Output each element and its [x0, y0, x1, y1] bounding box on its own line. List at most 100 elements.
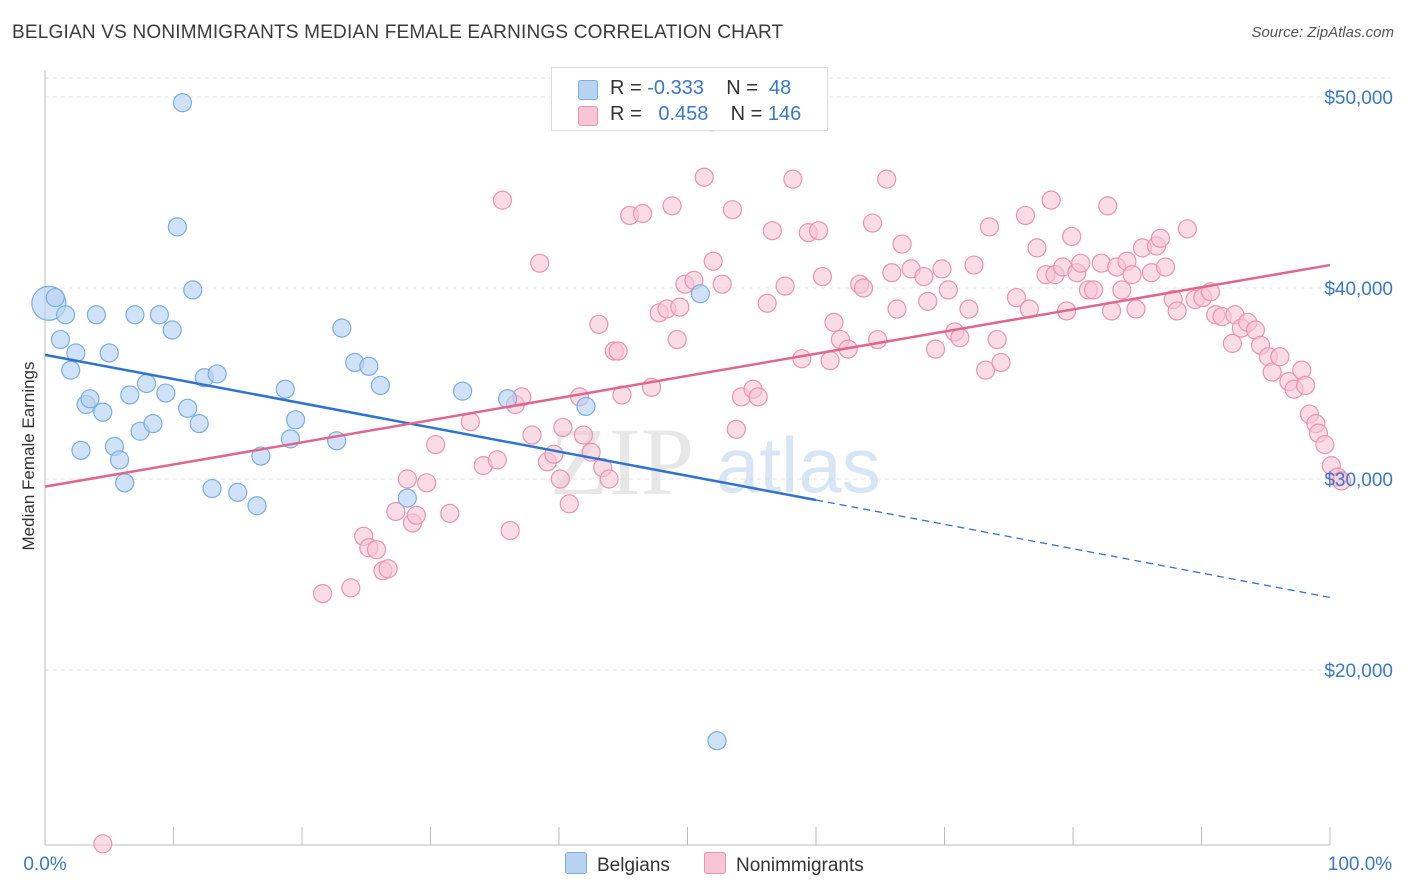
nonimmigrants-point [1062, 226, 1082, 247]
belgians-point [50, 329, 71, 350]
belgians-point [275, 379, 295, 399]
nonimmigrants-n-value: 146 [767, 103, 802, 125]
legend-row-nonimmigrants: R = 0.458 N = 146 [552, 102, 827, 128]
nonimmigrants-point [378, 559, 398, 579]
nonimmigrants-point [792, 349, 812, 369]
belgians-point [189, 414, 209, 434]
nonimmigrants-point [487, 450, 507, 470]
belgians-point [125, 305, 145, 325]
series-legend-nonimmigrants[interactable]: Nonimmigrants [704, 852, 864, 877]
nonimmigrants-point [991, 352, 1011, 373]
nonimmigrants-point [820, 350, 840, 371]
trend-lines [44, 263, 1331, 599]
nonimmigrants-point [918, 291, 938, 311]
belgians-point [202, 478, 222, 499]
belgians-r-value: -0.333 [647, 77, 704, 99]
nonimmigrants-point [417, 473, 437, 493]
belgians-point [707, 731, 727, 751]
nonimmigrants-point [1150, 228, 1170, 248]
nonimmigrants-point [976, 360, 996, 380]
r-label: R = [610, 77, 642, 99]
belgians-point [370, 375, 390, 396]
belgians-point [332, 318, 352, 338]
belgians-point [172, 93, 193, 113]
nonimmigrants-point [868, 329, 888, 350]
belgians-point [45, 287, 65, 308]
nonimmigrants-point [550, 469, 570, 489]
belgians-point [162, 320, 182, 340]
nonimmigrants-point [522, 425, 542, 445]
nonimmigrants-point [500, 520, 520, 541]
nonimmigrants-point [882, 263, 902, 283]
nonimmigrants-point [544, 444, 564, 464]
nonimmigrants-point [1126, 299, 1146, 319]
nonimmigrants-point [964, 255, 984, 275]
nonimmigrants-point [783, 169, 803, 189]
nonimmigrants-point [1083, 280, 1104, 300]
nonimmigrants-point [492, 190, 513, 210]
belgians-point [167, 217, 187, 237]
nonimmigrants-point [1112, 280, 1132, 300]
axes [44, 70, 1331, 846]
nonimmigrants-point [950, 328, 970, 348]
belgians-point [71, 440, 91, 460]
nonimmigrants-point [1167, 301, 1187, 321]
nonimmigrants-point [553, 417, 573, 438]
belgians-point [285, 410, 306, 430]
nonimmigrants-point [1122, 265, 1142, 285]
nonimmigrants-point [1041, 190, 1061, 210]
nonimmigrants-point [608, 341, 628, 361]
nonimmigrants-point [1315, 435, 1335, 455]
nonimmigrants-point [808, 221, 829, 241]
belgians-point [61, 360, 81, 380]
series-legend-belgians[interactable]: Belgians [565, 852, 670, 877]
nonimmigrants-point [862, 213, 883, 233]
nonimmigrants-point [632, 203, 653, 224]
nonimmigrants-legend-swatch [704, 852, 726, 874]
belgians-point [247, 496, 267, 516]
belgians-point [143, 414, 163, 434]
belgians-point [99, 343, 119, 363]
n-label: N = [730, 103, 763, 125]
belgians-point [115, 473, 135, 493]
nonimmigrants-point [748, 387, 768, 407]
nonimmigrants-point [93, 834, 113, 854]
nonimmigrants-point [914, 266, 934, 287]
nonimmigrants-point [775, 276, 795, 296]
belgians-point [690, 284, 710, 304]
nonimmigrants-point [1295, 375, 1316, 396]
belgians-point [251, 446, 271, 466]
nonimmigrants-swatch [578, 106, 598, 126]
y-axis-label: Median Female Earnings [19, 362, 38, 551]
nonimmigrants-point [925, 339, 946, 359]
nonimmigrants-point [932, 259, 952, 279]
belgians-point [183, 280, 203, 300]
nonimmigrants-point [559, 494, 579, 514]
belgians-point [66, 343, 86, 363]
nonimmigrants-point [757, 293, 777, 313]
belgians-trend-extension [815, 499, 1331, 599]
chart-title: BELGIAN VS NONIMMIGRANTS MEDIAN FEMALE E… [12, 22, 784, 43]
nonimmigrants-legend-label: Nonimmigrants [736, 855, 864, 876]
nonimmigrants-point [722, 200, 743, 220]
y-tick-label: $20,000 [1324, 661, 1393, 682]
nonimmigrants-point [987, 329, 1007, 350]
belgians-trend-line [44, 353, 817, 502]
nonimmigrants-point [1098, 196, 1118, 216]
belgians-point [228, 482, 248, 502]
belgians-swatch [578, 80, 598, 100]
nonimmigrants-point [812, 266, 833, 287]
nonimmigrants-point [877, 169, 897, 189]
belgians-point [156, 383, 176, 403]
nonimmigrants-point [1155, 257, 1176, 277]
x-tick-label: 0.0% [23, 854, 66, 875]
axis-labels: $20,000 $30,000 $40,000 $50,000 0.0% 100.0% Me… [19, 88, 1393, 875]
belgians-point [55, 305, 76, 325]
nonimmigrants-point [589, 314, 609, 334]
belgians-legend-label: Belgians [597, 855, 670, 876]
nonimmigrants-point [312, 583, 333, 604]
nonimmigrants-point [670, 297, 690, 317]
belgians-point [453, 381, 473, 401]
source-note: Source: ZipAtlas.com [1251, 24, 1394, 41]
